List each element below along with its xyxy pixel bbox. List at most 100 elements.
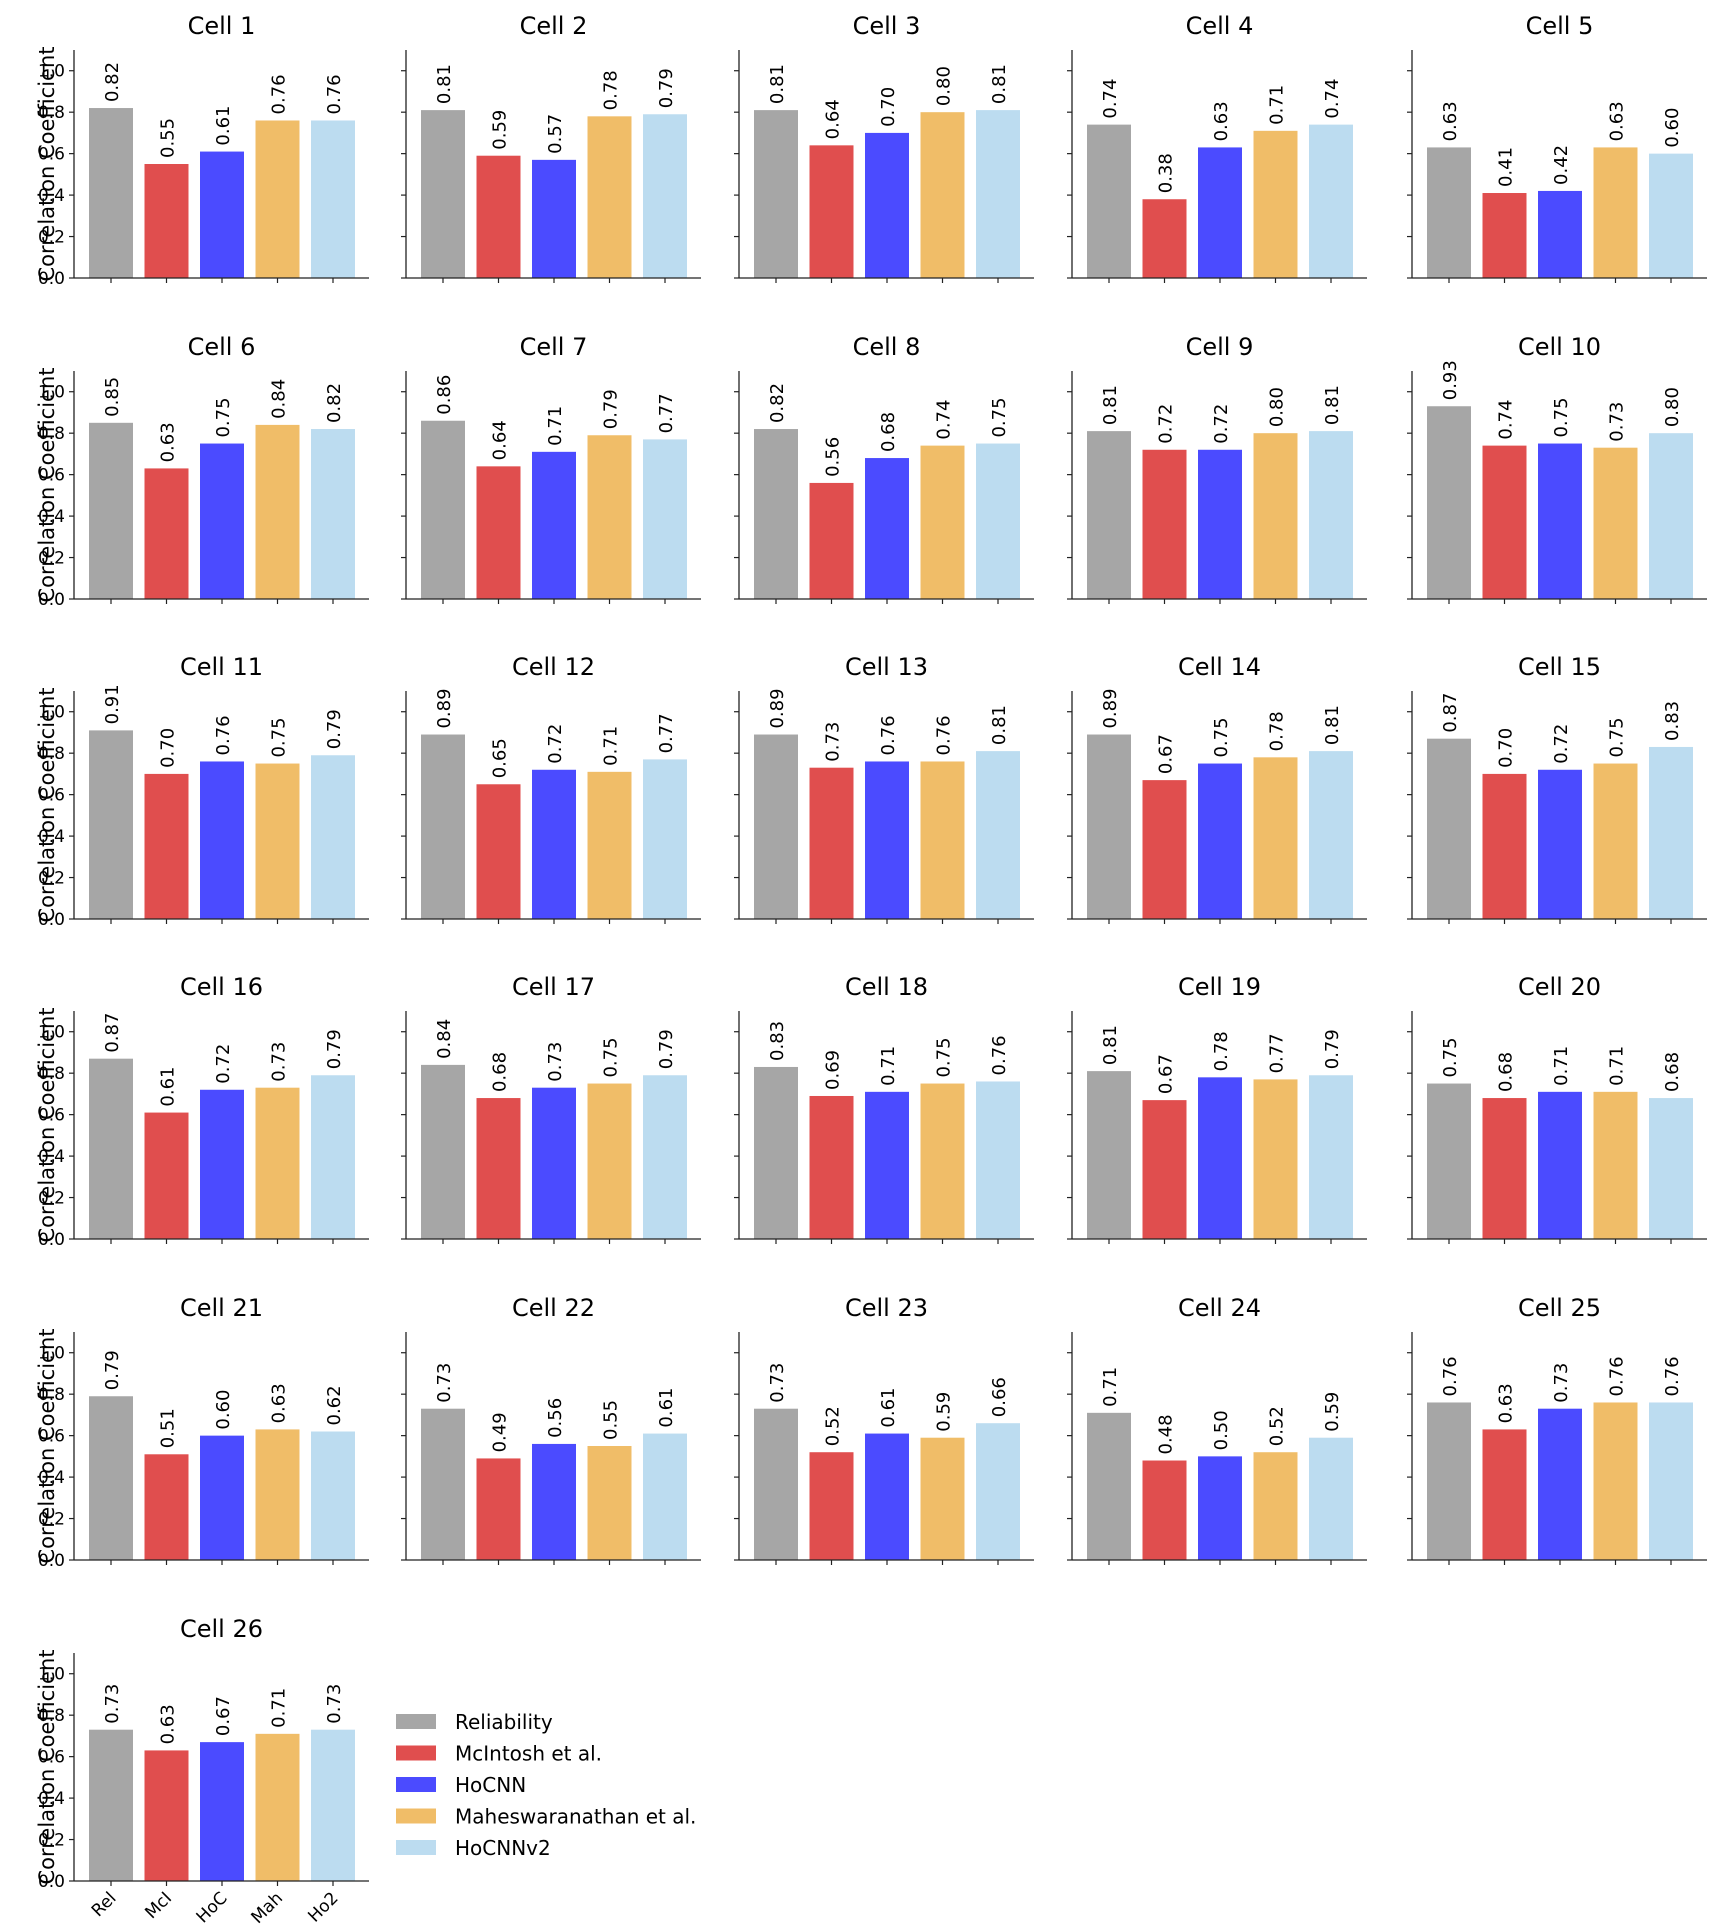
bar [255, 424, 300, 599]
bar [311, 1729, 355, 1881]
bar [1538, 443, 1582, 599]
data-label: 0.81 [1100, 1025, 1121, 1065]
data-label: 0.74 [1496, 400, 1517, 440]
y-tick-label: 0.4 [38, 1147, 65, 1167]
y-tick-label: 0.0 [38, 1872, 65, 1892]
panel-title: Cell 22 [512, 1294, 595, 1322]
panel-title: Cell 13 [845, 653, 928, 681]
y-tick-label: 0.4 [38, 1468, 65, 1488]
panel-title: Cell 3 [853, 12, 921, 40]
y-tick-label: 0.8 [38, 744, 65, 764]
panel-7: Cell 7 0.86 0.64 0.71 0.79 0.77 [401, 333, 701, 604]
bar [754, 110, 798, 278]
panel-title: Cell 20 [1518, 973, 1601, 1001]
data-label: 0.91 [102, 684, 123, 724]
panel-title: Cell 7 [520, 333, 588, 361]
bar [809, 482, 854, 599]
data-label: 0.63 [158, 1704, 179, 1744]
bar [1649, 1098, 1693, 1239]
bar [421, 734, 465, 919]
bar [1087, 734, 1131, 919]
bar [754, 1408, 798, 1560]
bar [1253, 1079, 1298, 1239]
bar [1593, 447, 1638, 599]
data-label: 0.80 [1267, 387, 1288, 427]
data-label: 0.56 [545, 1398, 566, 1438]
data-label: 0.57 [545, 114, 566, 154]
panel-title: Cell 4 [1186, 12, 1254, 40]
bar [200, 151, 244, 278]
bar [1253, 130, 1298, 278]
data-label: 0.73 [1607, 402, 1628, 442]
legend-entry: Reliability [455, 1710, 553, 1734]
data-label: 0.77 [1267, 1033, 1288, 1073]
bar [1142, 199, 1187, 278]
data-label: 0.73 [102, 1684, 123, 1724]
panel-title: Cell 24 [1178, 1294, 1261, 1322]
data-label: 0.41 [1496, 147, 1517, 187]
bar [920, 445, 965, 599]
data-label: 0.73 [324, 1684, 345, 1724]
bar [532, 769, 576, 919]
data-label: 0.63 [1211, 101, 1232, 141]
data-label: 0.59 [490, 110, 511, 150]
bar [1142, 1460, 1187, 1560]
y-tick-label: 0.6 [38, 1427, 65, 1447]
bar [754, 1066, 798, 1239]
y-tick-label: 0.4 [38, 1789, 65, 1809]
y-tick-label: 0.6 [38, 786, 65, 806]
bar [865, 1091, 909, 1239]
bar [643, 759, 687, 919]
bar [1309, 1075, 1353, 1239]
bar [865, 458, 909, 599]
bar [476, 1098, 521, 1239]
bar [476, 155, 521, 278]
data-label: 0.79 [1322, 1029, 1343, 1069]
y-tick-label: 0.0 [38, 1230, 65, 1250]
data-label: 0.77 [656, 713, 677, 753]
data-label: 0.71 [1551, 1046, 1572, 1086]
data-label: 0.73 [545, 1042, 566, 1082]
y-tick-label: 0.0 [38, 590, 65, 610]
data-label: 0.61 [656, 1387, 677, 1427]
panel-title: Cell 12 [512, 653, 595, 681]
data-label: 0.81 [767, 64, 788, 104]
bar [1593, 763, 1638, 919]
panel-3: Cell 3 0.81 0.64 0.70 0.80 0.81 [734, 12, 1034, 283]
data-label: 0.75 [269, 717, 290, 757]
bar [865, 132, 909, 278]
panel-17: Cell 17 0.84 0.68 0.73 0.75 0.79 [401, 973, 701, 1244]
panel-19: Cell 19 0.81 0.67 0.78 0.77 0.79 [1067, 973, 1367, 1244]
bar [587, 435, 632, 599]
y-tick-label: 0.2 [38, 1189, 65, 1209]
bar [1198, 147, 1242, 278]
data-label: 0.72 [1156, 404, 1177, 444]
data-label: 0.67 [1156, 1054, 1177, 1094]
data-label: 0.82 [102, 62, 123, 102]
data-label: 0.75 [1211, 717, 1232, 757]
bar [920, 1083, 965, 1239]
data-label: 0.80 [1662, 387, 1683, 427]
bar [1482, 1098, 1527, 1239]
data-label: 0.74 [934, 400, 955, 440]
data-label: 0.61 [158, 1066, 179, 1106]
y-tick-label: 0.6 [38, 466, 65, 486]
data-label: 0.76 [1662, 1356, 1683, 1396]
bar [532, 1443, 576, 1560]
data-label: 0.81 [1322, 705, 1343, 745]
bar [976, 1423, 1020, 1560]
y-tick-label: 0.6 [38, 1748, 65, 1768]
bar [311, 1431, 355, 1560]
bar [1427, 1402, 1471, 1560]
data-label: 0.55 [601, 1400, 622, 1440]
data-label: 0.62 [324, 1385, 345, 1425]
legend-entry: McIntosh et al. [455, 1742, 602, 1766]
bar [89, 422, 133, 599]
bar [1198, 449, 1242, 599]
y-axis-label: Correlation Coefficient [35, 1328, 59, 1563]
data-label: 0.68 [1496, 1052, 1517, 1092]
data-label: 0.55 [158, 118, 179, 158]
bar [311, 1075, 355, 1239]
data-label: 0.89 [434, 688, 455, 728]
bar [255, 1733, 300, 1881]
